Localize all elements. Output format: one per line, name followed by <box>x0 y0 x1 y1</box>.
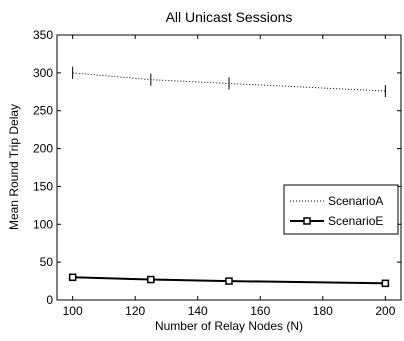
x-axis: 100 120 140 160 180 200 <box>63 35 396 318</box>
y-axis: 0 50 100 150 200 250 300 350 <box>33 28 401 307</box>
y-tick-label: 350 <box>33 28 53 42</box>
series-line-scenarioe <box>72 276 386 285</box>
x-tick-label: 100 <box>63 304 83 318</box>
y-tick-label: 150 <box>33 179 53 193</box>
x-tick-label: 180 <box>313 304 333 318</box>
x-tick-label: 200 <box>375 304 395 318</box>
chart-title: All Unicast Sessions <box>166 9 293 25</box>
series-layer <box>68 66 390 288</box>
y-tick-label: 300 <box>33 66 53 80</box>
y-axis-label: Mean Round Trip Delay <box>7 104 21 230</box>
x-tick-label: 160 <box>250 304 270 318</box>
data-point-scenarioe <box>147 275 155 284</box>
data-point-scenarioe <box>381 279 390 288</box>
x-tick-label: 140 <box>188 304 208 318</box>
data-point-scenarioe <box>225 277 233 285</box>
plot-area <box>56 34 402 301</box>
y-tick-label: 0 <box>46 293 53 307</box>
series-line-scenarioa <box>72 72 386 92</box>
y-tick-label: 250 <box>33 104 53 118</box>
legend-box <box>283 184 399 235</box>
legend-label-scenarioe: ScenarioE <box>328 214 383 228</box>
legend-label-scenarioa: ScenarioA <box>328 194 383 208</box>
y-tick-label: 50 <box>40 255 54 269</box>
x-axis-label: Number of Relay Nodes (N) <box>155 319 303 333</box>
legend-marker-scenarioe <box>303 217 311 225</box>
x-tick-label: 120 <box>125 304 145 318</box>
data-point-scenarioe <box>68 273 77 282</box>
legend: ScenarioA ScenarioE <box>283 184 399 235</box>
y-tick-label: 200 <box>33 142 53 156</box>
y-tick-label: 100 <box>33 217 53 231</box>
